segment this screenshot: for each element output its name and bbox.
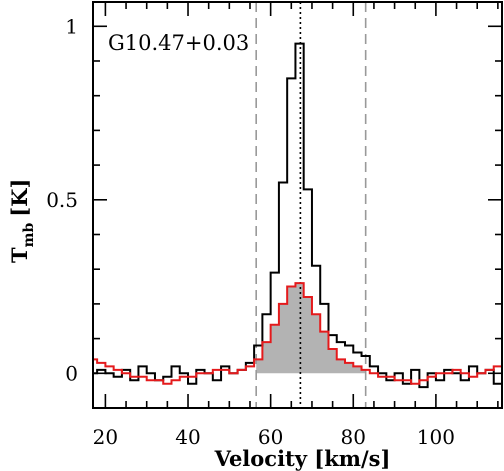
series-layer [93, 42, 502, 389]
chart-title: G10.47+0.03 [108, 31, 249, 55]
x-axis-label: Velocity [km/s] [214, 446, 391, 471]
vertical-lines-layer [255, 2, 367, 408]
x-tick-label: 80 [341, 425, 366, 449]
tick-labels-layer: 20 40 60 80 100 0 0.5 1 [46, 14, 455, 449]
plot-frame [92, 1, 503, 409]
series-line-1 [93, 282, 502, 385]
y-axis-label-sub: mb [21, 223, 37, 248]
x-tick-label: 20 [93, 425, 118, 449]
y-tick-label: 0.5 [46, 188, 78, 212]
x-tick-label: 40 [175, 425, 200, 449]
y-axis-label-unit: [K] [7, 179, 32, 217]
y-axis-label-main: T [7, 247, 32, 263]
ticks-layer [93, 2, 502, 409]
filled-area-series-1 [256, 283, 366, 374]
filled-area-layer [256, 283, 366, 374]
svg-text:Tmb[K]: Tmb [K] [7, 179, 37, 263]
y-tick-label: 1 [65, 14, 78, 38]
y-axis-label: Tmb [K] [7, 179, 37, 263]
y-tick-label: 0 [65, 361, 78, 385]
x-tick-label: 60 [258, 425, 283, 449]
x-tick-label: 100 [417, 425, 455, 449]
